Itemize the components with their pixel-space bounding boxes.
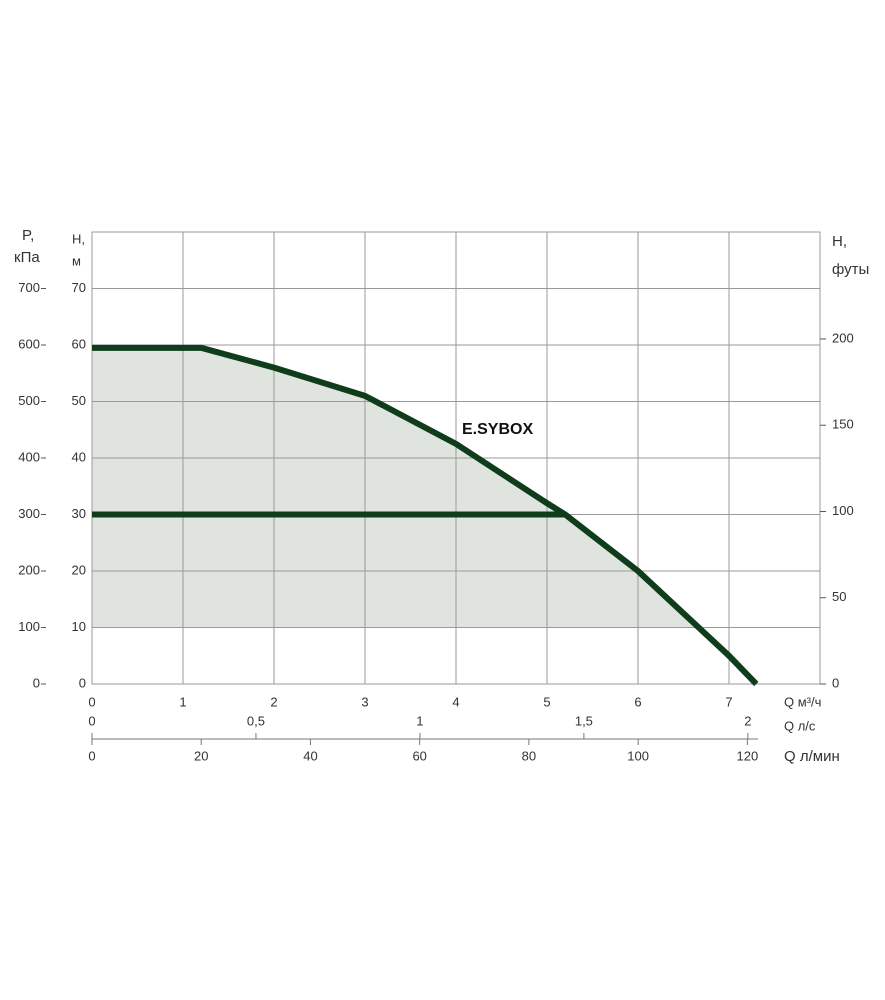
lmin-tick-label: 60 (412, 748, 426, 763)
p-tick-label: 500 (18, 393, 40, 408)
y2-tick-label: 200 (832, 330, 854, 345)
ls-axis-label: Q л/с (784, 718, 816, 733)
y-tick-label: 30 (72, 506, 86, 521)
p-tick-label: 0 (33, 675, 40, 690)
x-tick-label: 2 (270, 694, 277, 709)
y2-tick-label: 150 (832, 417, 854, 432)
curve-label: E.SYBOX (462, 421, 533, 438)
p-tick-label: 400 (18, 449, 40, 464)
y-axis-label: м (72, 253, 81, 268)
y2-tick-label: 0 (832, 675, 839, 690)
lmin-axis-label: Q л/мин (784, 748, 840, 765)
lmin-tick-label: 20 (194, 748, 208, 763)
y2-axis-label: футы (832, 261, 869, 278)
y2-tick-label: 100 (832, 503, 854, 518)
lmin-tick-label: 40 (303, 748, 317, 763)
y2-axis-label: H, (832, 233, 847, 250)
x-tick-label: 1 (179, 694, 186, 709)
p-tick-label: 700 (18, 280, 40, 295)
lmin-tick-label: 0 (88, 748, 95, 763)
y-tick-label: 50 (72, 393, 86, 408)
x-tick-label: 6 (634, 694, 641, 709)
lmin-tick-label: 100 (627, 748, 649, 763)
y-tick-label: 20 (72, 562, 86, 577)
plot-frame (91, 231, 821, 685)
x-tick-label: 7 (725, 694, 732, 709)
x-tick-label: 0 (88, 694, 95, 709)
y-tick-label: 60 (72, 336, 86, 351)
p-tick-label: 200 (18, 562, 40, 577)
curve (92, 344, 759, 687)
x-tick-label: 4 (452, 694, 459, 709)
x-tick-label: 3 (361, 694, 368, 709)
p-tick-label: 600 (18, 336, 40, 351)
p-tick-label: 100 (18, 619, 40, 634)
y2-tick-label: 50 (832, 589, 846, 604)
lmin-tick-label: 80 (522, 748, 536, 763)
ls-tick-label: 0,5 (247, 713, 265, 728)
p-tick-label: 300 (18, 506, 40, 521)
ls-tick-label: 2 (744, 713, 751, 728)
ls-tick-label: 1 (416, 713, 423, 728)
p-axis-label: P, (22, 227, 34, 244)
x-axis-label: Q м³/ч (784, 694, 821, 709)
y-tick-label: 40 (72, 449, 86, 464)
p-axis-label: кПа (14, 249, 40, 266)
y-tick-label: 10 (72, 619, 86, 634)
y-tick-label: 0 (79, 675, 86, 690)
lmin-tick-label: 120 (737, 748, 759, 763)
x-tick-label: 5 (543, 694, 550, 709)
y-axis-label: H, (72, 231, 85, 246)
ls-tick-label: 0 (88, 713, 95, 728)
y-tick-label: 70 (72, 280, 86, 295)
ls-tick-label: 1,5 (575, 713, 593, 728)
